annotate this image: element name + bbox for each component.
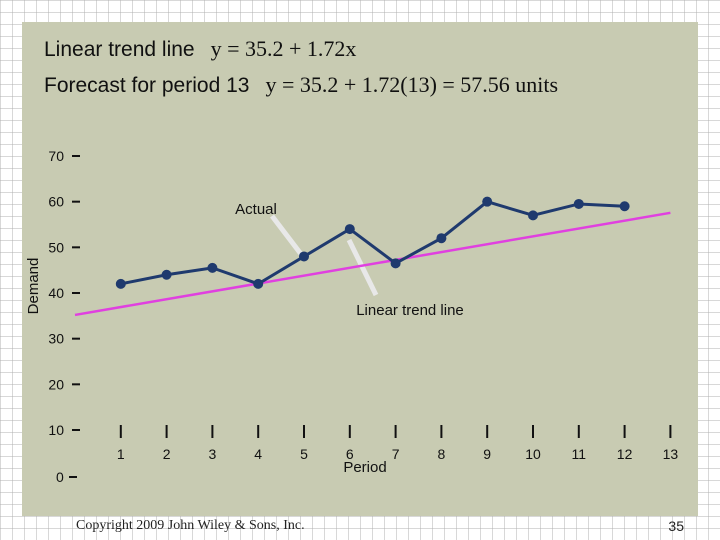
y-tick-label: 20 (48, 376, 64, 392)
actual-data-point (528, 210, 538, 221)
y-tick-label-zero: 0 (56, 469, 64, 485)
x-tick-label: 13 (663, 446, 679, 462)
y-tick-label: 30 (48, 331, 64, 347)
x-tick-label: 3 (209, 446, 217, 462)
forecast-line: Forecast for period 13 y = 35.2 + 1.72(13… (44, 72, 558, 98)
x-tick-label: 5 (300, 446, 308, 462)
actual-data-point (115, 278, 126, 289)
x-axis-title: Period (343, 459, 386, 476)
y-tick-label: 40 (48, 285, 64, 301)
trend-equation-label: Linear trend line (44, 38, 195, 61)
x-tick-label: 4 (254, 446, 262, 462)
actual-data-point (436, 233, 447, 244)
x-tick-label: 2 (163, 446, 171, 462)
actual-data-point (207, 262, 218, 273)
forecast-equation: y = 35.2 + 1.72(13) = 57.56 units (265, 72, 559, 97)
x-tick-label: 12 (617, 446, 633, 462)
trend-equation-line: Linear trend line y = 35.2 + 1.72x (44, 36, 356, 62)
actual-series-label: Actual (235, 201, 277, 218)
y-tick-label: 70 (48, 148, 64, 164)
actual-data-point (482, 196, 493, 207)
trend-equation: y = 35.2 + 1.72x (210, 36, 357, 61)
y-tick-label: 60 (48, 194, 64, 210)
y-tick-label: 10 (48, 422, 64, 438)
x-tick-label: 9 (483, 446, 491, 462)
x-tick-label: 1 (117, 446, 125, 462)
x-tick-label: 10 (525, 446, 541, 462)
x-tick-label: 7 (392, 446, 400, 462)
actual-series-line (120, 200, 625, 286)
chart-panel (22, 22, 698, 516)
trend-line (74, 211, 671, 317)
actual-data-point (390, 258, 401, 269)
y-tick-label: 50 (48, 239, 64, 255)
actual-data-point (619, 201, 630, 212)
actual-data-point (573, 198, 584, 209)
trend-callout-pointer (346, 238, 379, 297)
y-axis-title: Demand (25, 258, 42, 315)
actual-data-point (344, 224, 355, 235)
page-number: 35 (668, 518, 684, 534)
x-tick-label: 11 (572, 446, 587, 462)
trend-series-label: Linear trend line (356, 302, 464, 319)
x-tick-label: 8 (438, 446, 446, 462)
x-tick-label: 6 (346, 446, 354, 462)
copyright-text: Copyright 2009 John Wiley & Sons, Inc. (76, 518, 305, 533)
actual-data-point (161, 269, 172, 280)
actual-callout-pointer (270, 214, 306, 260)
actual-data-point (299, 251, 309, 262)
actual-data-point (253, 278, 264, 289)
forecast-label: Forecast for period 13 (44, 74, 250, 97)
